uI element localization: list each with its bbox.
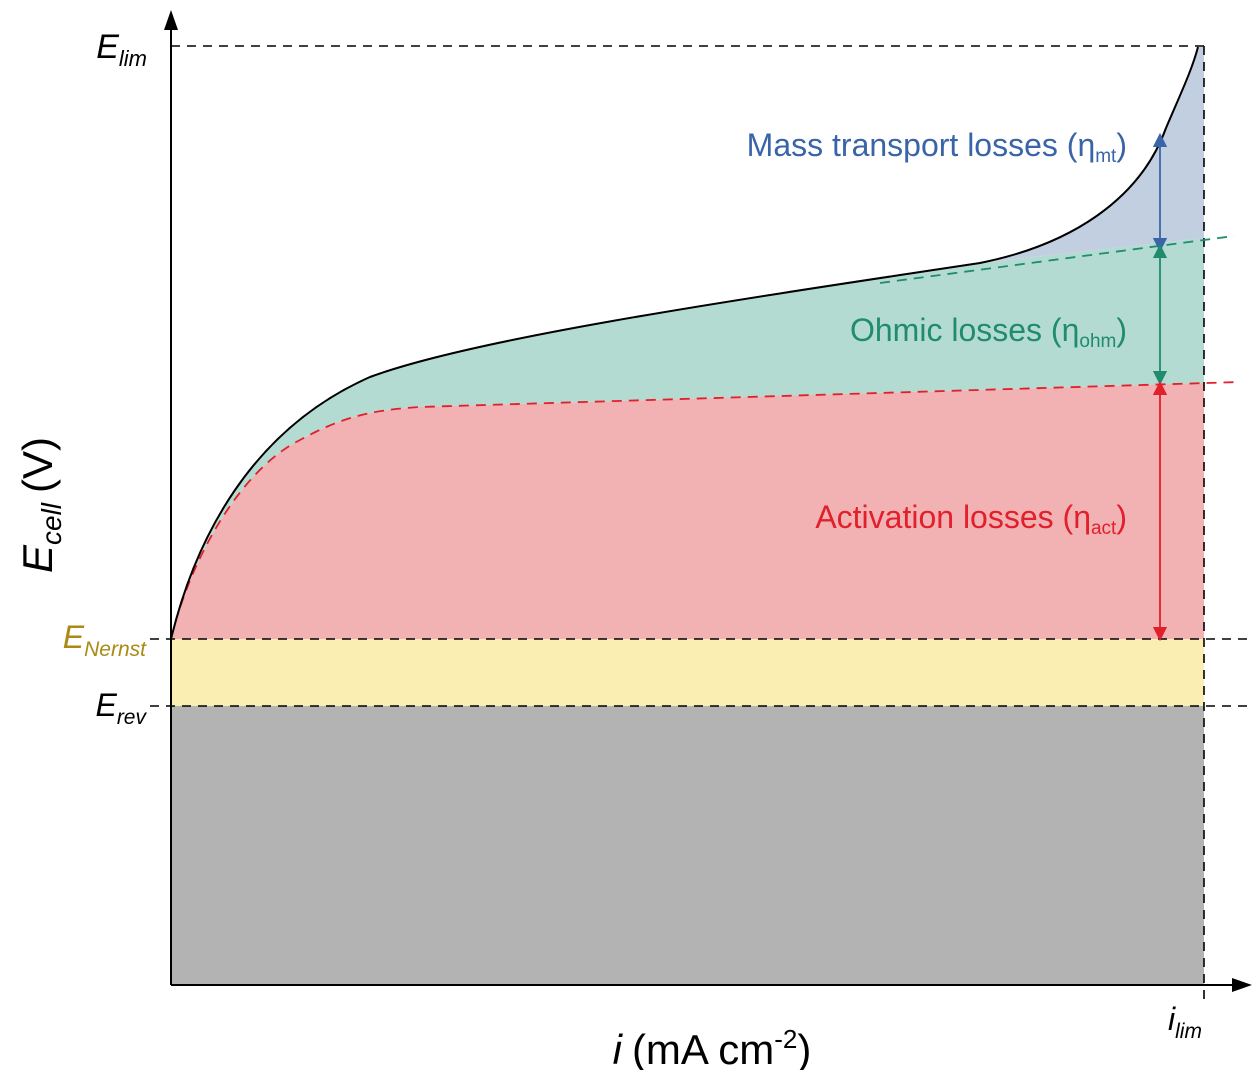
x-axis-title: i (mA cm-2)	[613, 1024, 812, 1070]
y-axis-arrowhead	[164, 10, 178, 30]
below-reversible-region	[171, 706, 1204, 985]
activation-boundary-line	[170, 381, 1241, 640]
ohmic-label: Ohmic losses (ηohm)	[850, 312, 1127, 352]
e-nernst-label: ENernst	[63, 619, 147, 661]
mass-transport-losses-region	[980, 47, 1204, 263]
e-rev-label: Erev	[95, 687, 147, 729]
mass-transport-label: Mass transport losses (ηmt)	[747, 127, 1127, 167]
ohmic-boundary-line	[879, 235, 1235, 284]
ohmic-losses-region	[171, 238, 1204, 639]
activation-losses-region	[171, 383, 1204, 639]
activation-label: Activation losses (ηact)	[815, 499, 1127, 539]
y-axis-title: Ecell(V)	[14, 437, 67, 573]
nernst-gap-region	[171, 639, 1204, 706]
e-lim-label: Elim	[96, 28, 147, 71]
x-axis-arrowhead	[1232, 978, 1252, 992]
polarization-curve	[170, 46, 1199, 640]
i-lim-label: ilim	[1168, 1001, 1202, 1043]
